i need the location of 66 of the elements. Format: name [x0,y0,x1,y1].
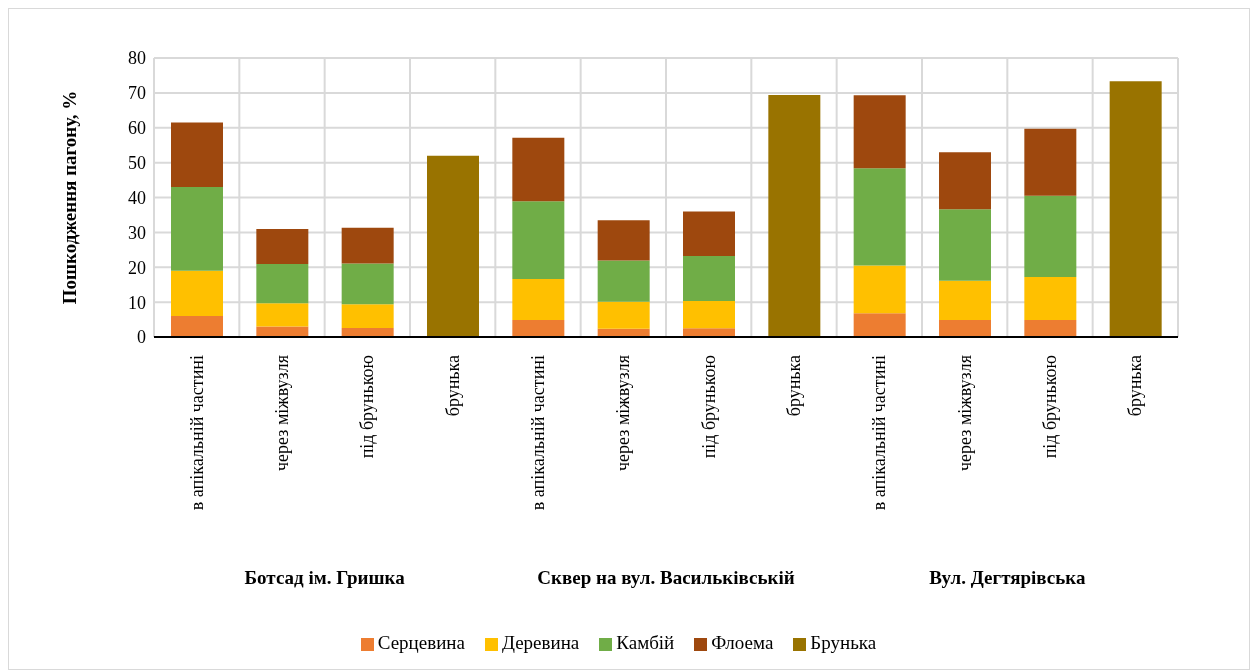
x-tick-label: через міжвузля [613,355,634,471]
y-tick-label: 10 [128,292,146,313]
bar [171,187,223,271]
y-tick-label: 30 [128,222,146,243]
y-tick-label: 80 [128,48,146,69]
bar [1024,195,1077,278]
y-tick-label: 0 [137,327,146,348]
bar [171,270,223,317]
bar [683,301,735,329]
x-tick-label: брунька [442,355,463,417]
bar [683,328,735,337]
x-tick-label: брунька [784,355,804,417]
bar [512,137,565,202]
x-tick-label: через міжвузля [272,355,292,471]
x-tick-label: в апікальній частині [869,355,890,511]
bar [341,304,394,328]
legend-label: Флоема [711,632,774,653]
bar [939,209,991,281]
bar [683,256,735,302]
bar [512,201,565,280]
bar [939,319,991,337]
text: Сквер на вул. Васильківській [536,567,796,589]
bar [597,260,650,302]
bar [683,211,735,257]
bar [256,228,309,265]
bar [1024,128,1077,196]
y-tick-label: 60 [128,118,146,139]
bar [341,263,394,305]
x-tick-label: під брунькою [357,355,378,459]
bar [256,303,309,327]
bar [853,313,906,337]
bar [171,316,223,337]
bar [939,280,991,320]
bar [768,94,821,337]
x-tick-label: під брунькою [698,355,719,459]
text: Вул. Дегтярівська [928,567,1087,589]
x-tick-label: в апікальній частині [186,355,207,511]
bar [171,122,223,188]
legend-label: Брунька [810,632,877,653]
text: Ботсад ім. Гришка [243,567,406,589]
bar [939,152,991,210]
bar [853,265,906,314]
bar [1024,319,1077,337]
legend-label: Серцевина [377,632,465,653]
bar [1109,81,1162,337]
x-tick-label: в апікальній частині [528,355,548,511]
x-tick-label: брунька [1125,355,1146,417]
bar [256,264,309,304]
bar [341,227,394,264]
y-tick-label: 70 [128,83,146,104]
x-tick-label: через міжвузля [954,355,975,471]
y-tick-label: 50 [128,153,146,174]
legend-label: Деревина [501,632,580,653]
y-axis-title: Пошкодження пагону, % [58,90,80,305]
legend-label: Камбій [616,632,675,653]
bar [427,155,479,337]
bar [853,95,906,169]
bar [853,168,906,266]
y-tick-label: 20 [128,257,146,278]
x-tick-label: під брунькою [1040,355,1060,459]
bar [597,301,650,329]
bar [597,220,650,261]
bar [1024,277,1077,320]
y-tick-label: 40 [128,187,146,208]
bar [512,279,565,320]
bar [512,319,565,337]
